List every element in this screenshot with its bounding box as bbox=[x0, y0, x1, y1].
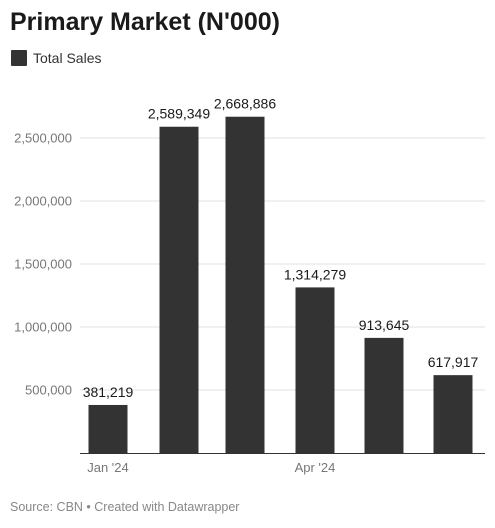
bar bbox=[159, 126, 199, 453]
source-note: Source: CBN • Created with Datawrapper bbox=[10, 500, 240, 514]
bar-value-label: 617,917 bbox=[428, 354, 479, 370]
y-tick-label: 2,000,000 bbox=[14, 194, 72, 209]
bar-value-label: 913,645 bbox=[359, 317, 410, 333]
bar bbox=[433, 375, 473, 453]
legend-swatch bbox=[11, 50, 27, 66]
x-tick-label: Apr '24 bbox=[295, 460, 336, 475]
y-tick-label: 1,000,000 bbox=[14, 320, 72, 335]
gridlines bbox=[80, 137, 485, 391]
legend-label: Total Sales bbox=[33, 50, 102, 66]
bar bbox=[295, 287, 335, 453]
bar bbox=[88, 404, 128, 453]
x-tick-label: Jan '24 bbox=[87, 460, 129, 475]
bar-value-label: 2,668,886 bbox=[214, 96, 276, 112]
y-tick-label: 1,500,000 bbox=[14, 257, 72, 272]
bar-value-label: 2,589,349 bbox=[148, 106, 210, 122]
bar-value-label: 381,219 bbox=[83, 384, 134, 400]
bars bbox=[88, 116, 473, 453]
bar bbox=[364, 337, 404, 453]
bar bbox=[225, 116, 265, 453]
legend: Total Sales bbox=[11, 50, 101, 66]
x-axis-ticks: Jan '24 Apr '24 bbox=[87, 460, 335, 475]
y-tick-label: 500,000 bbox=[25, 383, 72, 398]
y-axis-ticks: 500,000 1,000,000 1,500,000 2,000,000 2,500,… bbox=[14, 131, 72, 398]
y-tick-label: 2,500,000 bbox=[14, 131, 72, 146]
chart-title: Primary Market (N'000) bbox=[10, 8, 280, 36]
bar-value-label: 1,314,279 bbox=[284, 266, 346, 282]
